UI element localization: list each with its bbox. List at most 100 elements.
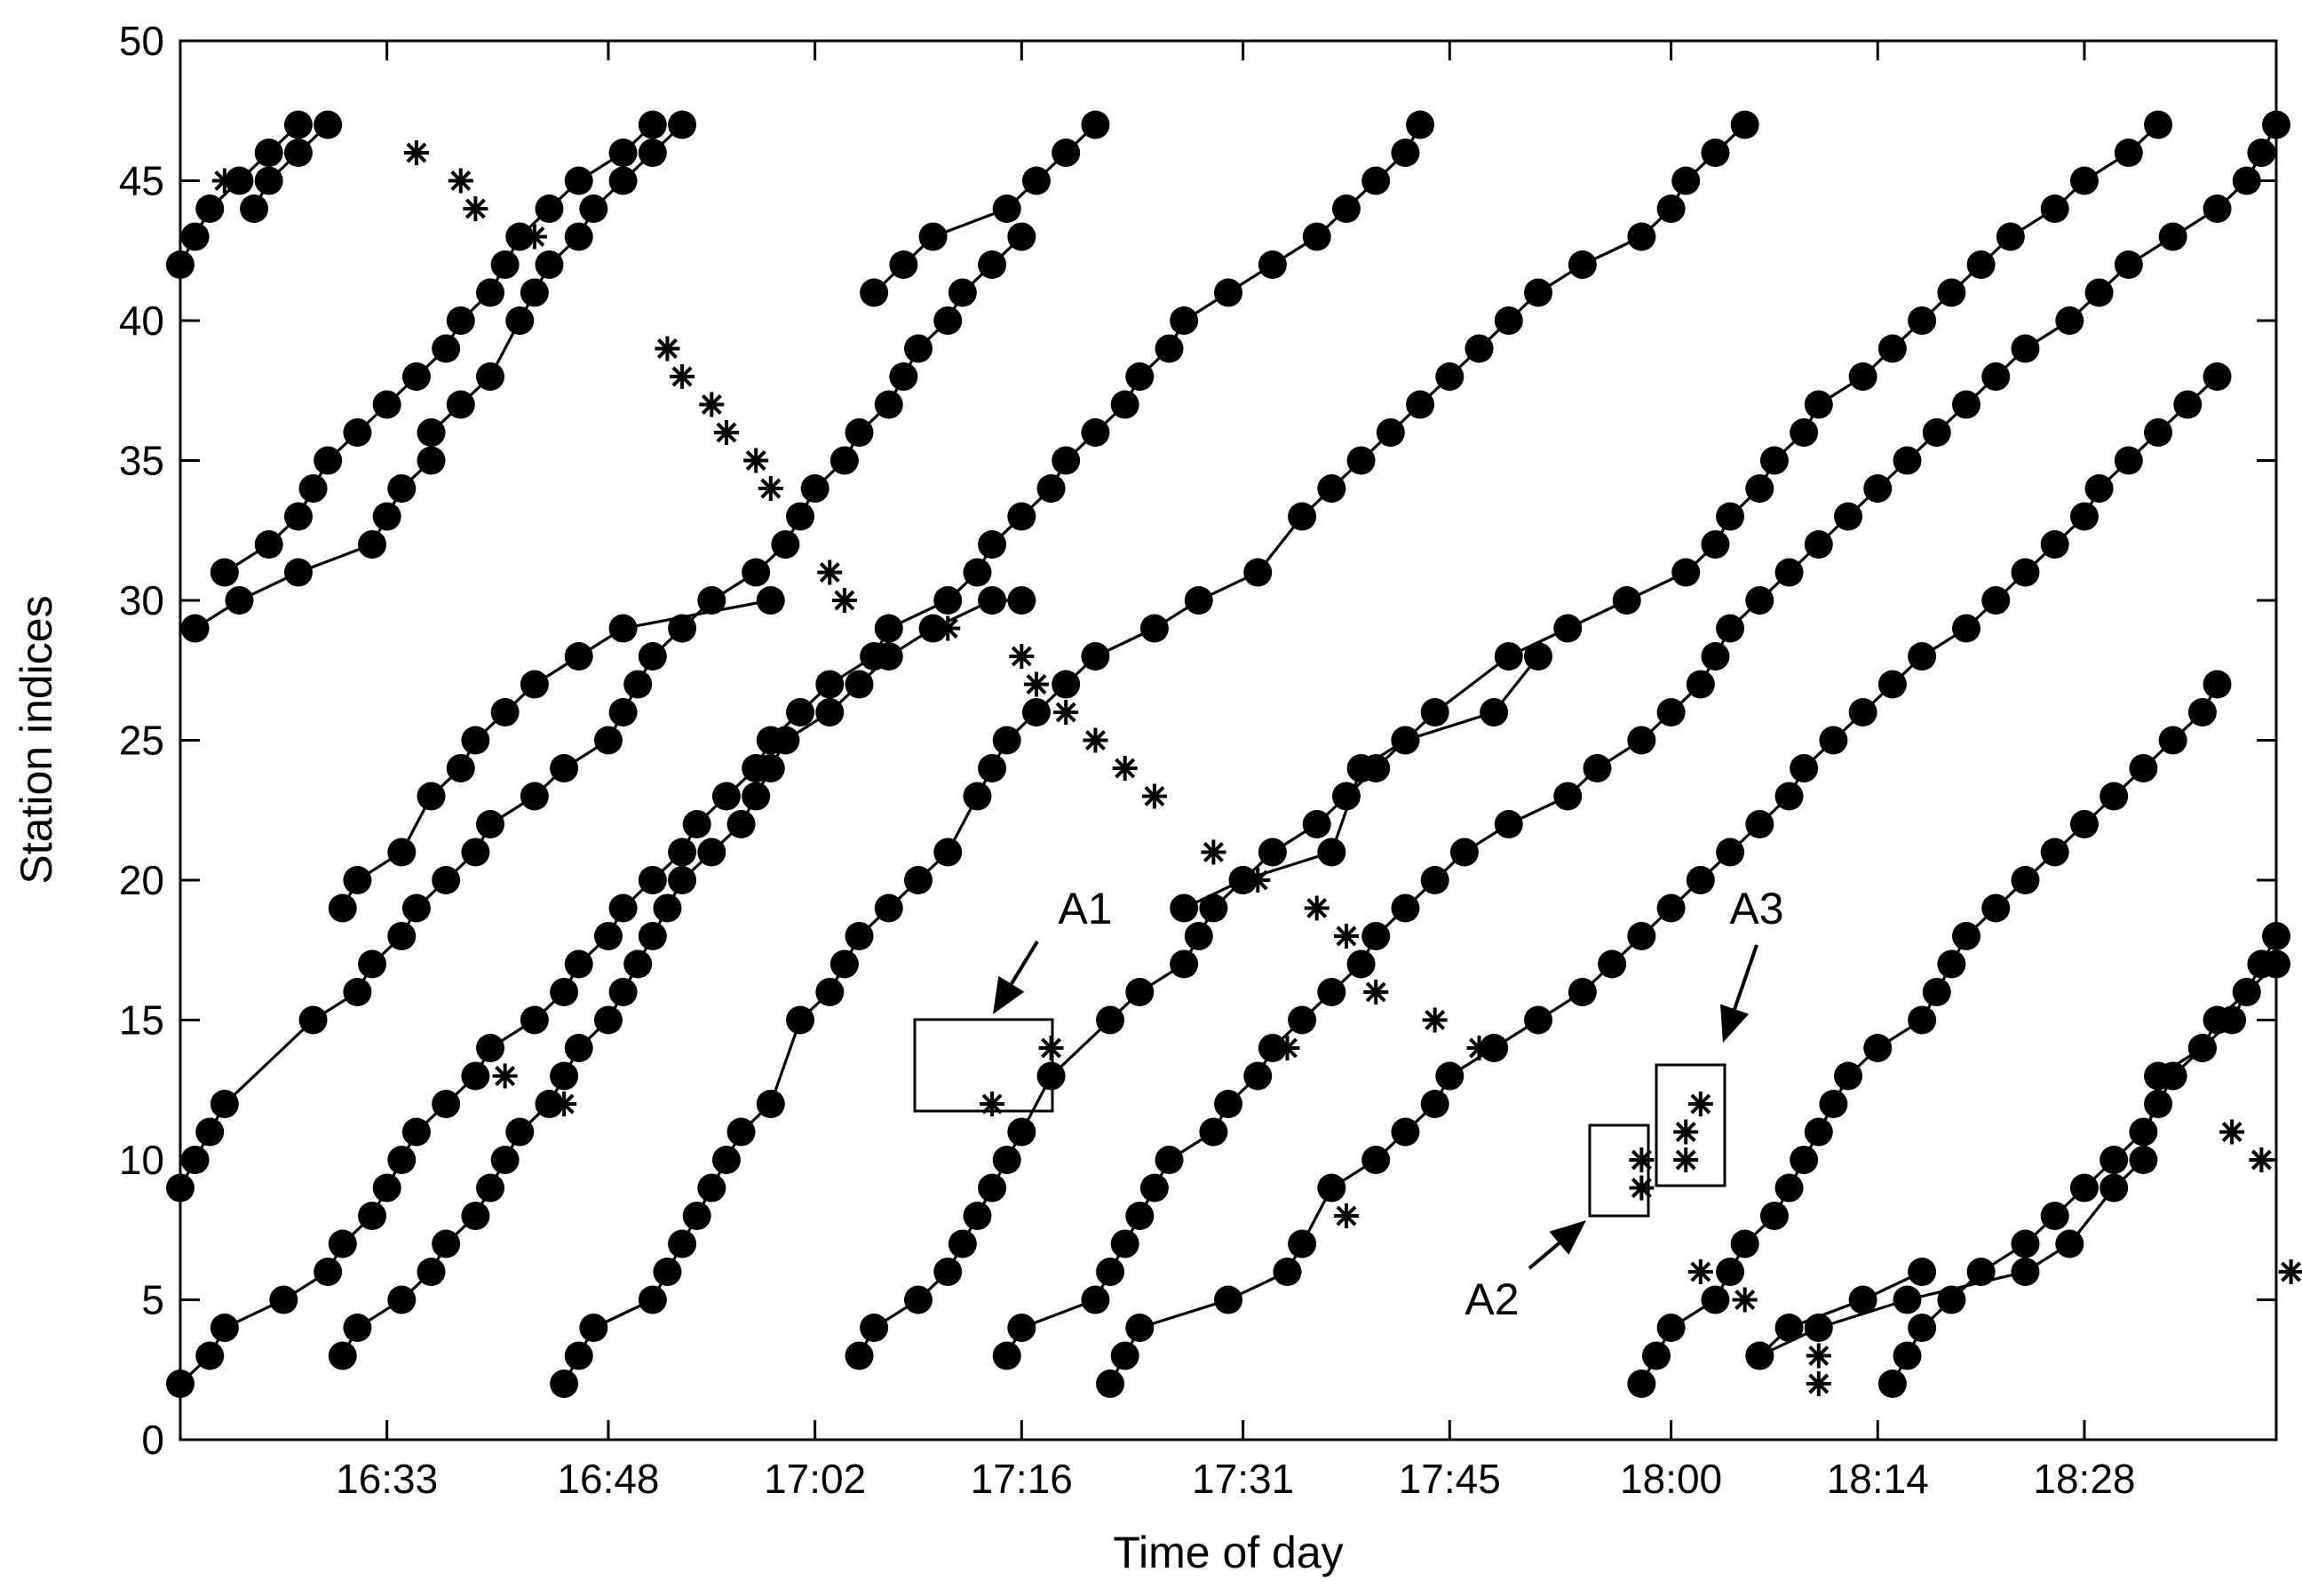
outlier-asterisk bbox=[1112, 756, 1138, 781]
trip-point bbox=[1302, 810, 1331, 838]
trip-point bbox=[1834, 1061, 1863, 1091]
trip-point bbox=[742, 782, 771, 811]
trip-line bbox=[1891, 935, 2278, 1385]
y-tick-label: 35 bbox=[119, 438, 164, 484]
trip-point bbox=[550, 1061, 579, 1091]
trip-point bbox=[2262, 110, 2290, 139]
trip-point bbox=[1243, 1061, 1273, 1091]
trip-point bbox=[343, 418, 372, 447]
trip-point bbox=[978, 1173, 1007, 1203]
trip-point bbox=[1007, 222, 1036, 251]
trip-point bbox=[815, 978, 845, 1006]
trip-point bbox=[520, 670, 549, 699]
trip-series-group bbox=[1627, 670, 2232, 1398]
trip-point bbox=[1922, 978, 1951, 1006]
outlier-asterisk bbox=[1806, 1343, 1831, 1369]
trip-point bbox=[903, 1285, 933, 1314]
trip-point bbox=[1893, 1285, 1922, 1314]
trip-point bbox=[668, 614, 697, 643]
trip-point bbox=[1524, 278, 1553, 307]
trip-point bbox=[978, 754, 1007, 782]
trip-point bbox=[1686, 670, 1715, 699]
trip-point bbox=[874, 614, 903, 643]
trip-point bbox=[726, 1117, 756, 1147]
trip-point bbox=[432, 334, 461, 363]
trip-series-group bbox=[860, 110, 1110, 307]
trip-point bbox=[992, 1341, 1021, 1370]
trip-point bbox=[1331, 195, 1361, 223]
trip-point bbox=[903, 866, 933, 894]
trip-point bbox=[2129, 1146, 2158, 1174]
trip-point bbox=[933, 838, 963, 867]
trip-point bbox=[1346, 949, 1376, 979]
trip-point bbox=[1937, 1285, 1966, 1314]
trip-point bbox=[1627, 1370, 1656, 1398]
outlier-asterisk bbox=[403, 140, 429, 165]
trip-point bbox=[1170, 893, 1199, 923]
x-tick-label: 16:33 bbox=[336, 1456, 438, 1502]
trip-point bbox=[2129, 754, 2158, 782]
outlier-asterisk bbox=[817, 560, 843, 585]
trip-point bbox=[358, 1202, 387, 1230]
outlier-points bbox=[211, 140, 2302, 1396]
trip-point bbox=[1273, 1258, 1302, 1286]
trip-point bbox=[505, 306, 535, 335]
trip-point bbox=[771, 726, 800, 755]
trip-point bbox=[298, 1005, 328, 1035]
trip-point bbox=[1908, 1005, 1937, 1035]
trip-point bbox=[711, 782, 741, 811]
trip-point bbox=[1908, 1314, 1937, 1342]
trip-point bbox=[860, 1314, 889, 1342]
trip-point bbox=[2232, 978, 2261, 1006]
trip-point bbox=[2040, 530, 2069, 559]
trip-point bbox=[1937, 949, 1966, 979]
trip-series-group bbox=[1745, 949, 2290, 1370]
x-axis: 16:33 16:48 17:02 17:16 17:31 17:45 18:00 18:14… bbox=[336, 41, 2136, 1502]
annotation-a3: A3 bbox=[1655, 884, 1784, 1187]
trip-point bbox=[1170, 306, 1199, 335]
trip-point bbox=[638, 139, 667, 167]
trip-point bbox=[978, 250, 1007, 279]
outlier-asterisk bbox=[1363, 980, 1389, 1004]
trip-point bbox=[756, 754, 785, 782]
trip-point bbox=[461, 1061, 490, 1091]
outlier-asterisk bbox=[1274, 1036, 1300, 1060]
trip-series-group bbox=[328, 586, 785, 923]
trip-point bbox=[1863, 1034, 1893, 1062]
trip-point bbox=[535, 195, 564, 223]
trip-point bbox=[1081, 642, 1110, 671]
trip-point bbox=[1759, 446, 1789, 475]
trip-point bbox=[1819, 726, 1848, 755]
trip-point bbox=[343, 1314, 372, 1342]
annotation-arrow bbox=[1010, 940, 1039, 985]
annotation-box bbox=[1655, 1063, 1726, 1187]
trip-point bbox=[786, 698, 815, 727]
trip-point bbox=[860, 278, 889, 307]
trip-point bbox=[668, 110, 697, 139]
trip-point bbox=[638, 922, 667, 950]
trip-point bbox=[520, 782, 549, 811]
annotation-box bbox=[1588, 1124, 1650, 1218]
trip-point bbox=[2040, 195, 2069, 223]
trip-point bbox=[490, 1146, 520, 1174]
trip-point bbox=[1568, 250, 1597, 279]
trip-point bbox=[638, 642, 667, 671]
outlier-asterisk bbox=[211, 168, 237, 194]
trip-point bbox=[697, 1173, 726, 1203]
trip-series-group bbox=[1096, 362, 2232, 1398]
outlier-asterisk bbox=[1629, 1175, 1655, 1201]
trip-series-group bbox=[166, 110, 1435, 1398]
trip-point bbox=[1922, 418, 1951, 447]
trip-point bbox=[1391, 726, 1420, 755]
annotation-arrow bbox=[1528, 1242, 1560, 1270]
trip-point bbox=[1745, 810, 1774, 838]
y-tick-label: 0 bbox=[141, 1417, 164, 1463]
trip-point bbox=[432, 1229, 461, 1259]
trip-point bbox=[180, 1146, 210, 1174]
trip-point bbox=[889, 250, 918, 279]
trip-point bbox=[2011, 866, 2040, 894]
trip-point bbox=[786, 1005, 815, 1035]
trip-point bbox=[1790, 754, 1819, 782]
trip-point bbox=[2114, 250, 2143, 279]
trip-point bbox=[1007, 1117, 1036, 1147]
